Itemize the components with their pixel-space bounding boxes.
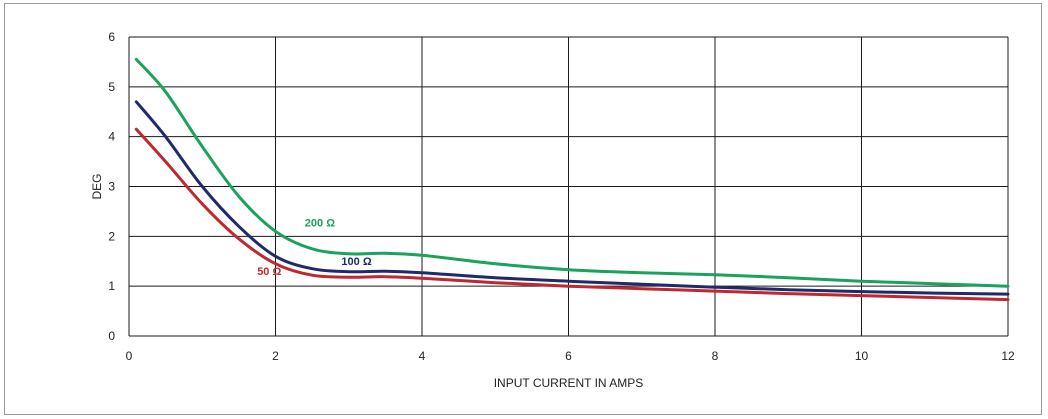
series-line-0	[134, 57, 1010, 288]
x-tick-label: 12	[1001, 349, 1015, 363]
series-label-2: 50 Ω	[257, 266, 281, 278]
series-lines	[134, 57, 1010, 302]
grid-lines	[128, 36, 1009, 337]
series-labels: 200 Ω 100 Ω 50 Ω	[257, 217, 372, 278]
y-tick-label: 0	[108, 329, 115, 343]
x-tick-labels: 0 2 4 6 8 10 12	[126, 349, 1015, 363]
y-axis-label: DEG	[90, 173, 104, 199]
series-label-0: 200 Ω	[305, 217, 335, 229]
y-tick-label: 1	[108, 279, 115, 293]
x-axis-label: INPUT CURRENT IN AMPS	[494, 376, 644, 390]
series-line-2	[134, 127, 1010, 302]
y-tick-labels: 0 1 2 3 4 5 6	[108, 30, 115, 343]
y-tick-label: 3	[108, 180, 115, 194]
x-tick-label: 6	[565, 349, 572, 363]
y-tick-label: 4	[108, 130, 115, 144]
x-tick-label: 4	[419, 349, 426, 363]
chart-frame	[4, 3, 1042, 415]
x-tick-label: 2	[272, 349, 279, 363]
x-tick-label: 10	[855, 349, 869, 363]
series-label-1: 100 Ω	[341, 256, 371, 268]
x-tick-label: 8	[712, 349, 719, 363]
y-tick-label: 6	[108, 30, 115, 44]
y-tick-label: 5	[108, 80, 115, 94]
series-line-1	[134, 100, 1010, 296]
x-tick-label: 0	[126, 349, 133, 363]
y-tick-label: 2	[108, 229, 115, 243]
